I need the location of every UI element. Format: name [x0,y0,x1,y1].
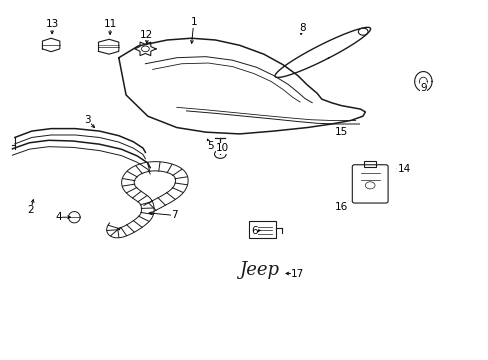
Text: 1: 1 [190,17,197,27]
Text: 11: 11 [103,19,117,29]
Text: 12: 12 [140,30,153,40]
Text: 9: 9 [419,83,426,93]
Text: 10: 10 [216,143,229,153]
Text: 4: 4 [55,212,61,222]
Text: 13: 13 [45,19,59,29]
Text: 17: 17 [290,269,304,279]
Text: 6: 6 [250,226,257,237]
Text: 8: 8 [299,23,305,33]
Text: 7: 7 [171,211,177,220]
Text: 14: 14 [397,165,410,174]
Text: Jeep: Jeep [239,261,279,279]
Text: 16: 16 [334,202,347,212]
Text: 5: 5 [207,141,214,151]
Text: 3: 3 [84,115,90,125]
Text: 15: 15 [334,127,347,137]
Text: 2: 2 [27,205,34,215]
